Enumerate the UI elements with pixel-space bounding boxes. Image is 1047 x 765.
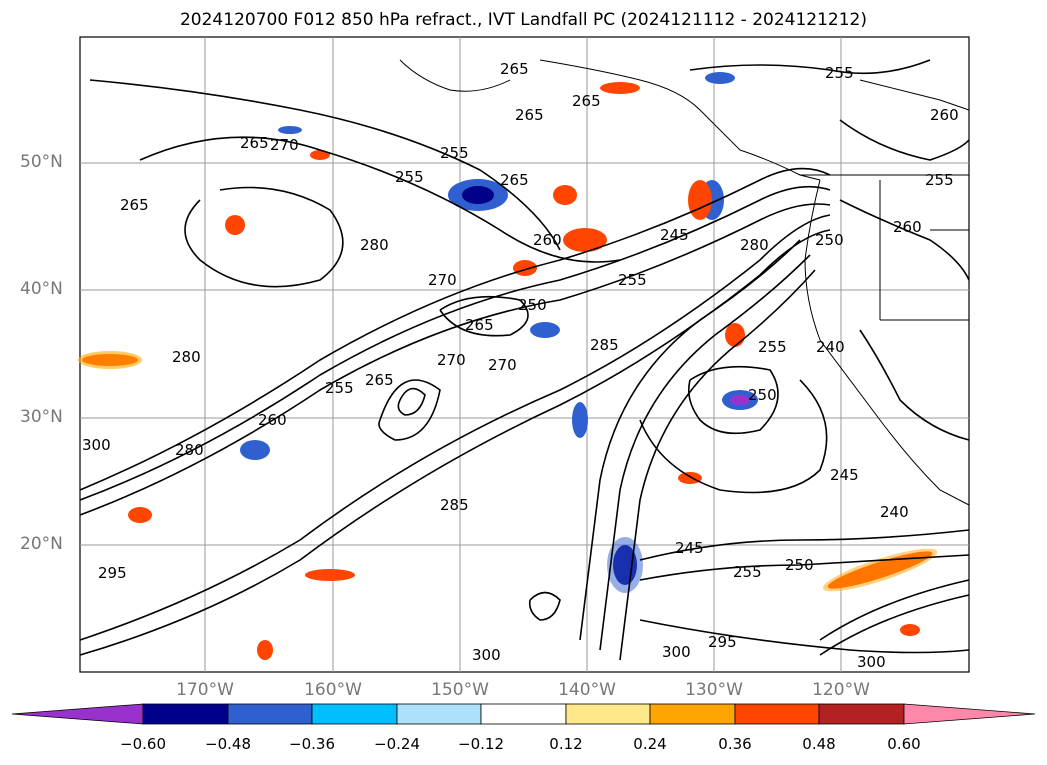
contour-label: 255 (440, 144, 469, 162)
colorbar (11, 703, 1036, 725)
contour-label: 285 (590, 336, 619, 354)
shaded-anomalies (78, 72, 938, 660)
contour-label: 245 (660, 226, 689, 244)
contour-label: 295 (708, 633, 737, 651)
map-title: 2024120700 F012 850 hPa refract., IVT La… (179, 10, 867, 30)
colorbar-tick: −0.60 (120, 735, 166, 753)
contour-label: 300 (662, 643, 691, 661)
lon-label: 140°W (558, 680, 616, 700)
contour-label: 255 (618, 271, 647, 289)
colorbar-bin (227, 703, 313, 725)
contour-label: 295 (98, 564, 127, 582)
contour-label: 250 (748, 386, 777, 404)
contour-label: 270 (428, 271, 457, 289)
contour-label: 255 (325, 379, 354, 397)
contour-label: 255 (925, 171, 954, 189)
colorbar-bin (142, 703, 229, 725)
lat-label: 50°N (20, 152, 63, 172)
contour-label: 260 (533, 231, 562, 249)
contour-label: 255 (733, 563, 762, 581)
colorbar-bin (734, 703, 820, 725)
contour-label: 250 (815, 231, 844, 249)
lat-label: 30°N (20, 407, 63, 427)
colorbar-overflow (903, 703, 1036, 725)
contour-label: 300 (472, 646, 501, 664)
colorbar-bin (480, 703, 567, 725)
contour-label: 270 (488, 356, 517, 374)
contour-label: 240 (816, 338, 845, 356)
lat-label: 20°N (20, 534, 63, 554)
lon-label: 160°W (304, 680, 362, 700)
contour-label: 250 (785, 556, 814, 574)
colorbar-tick: −0.36 (289, 735, 335, 753)
lon-label: 130°W (685, 680, 743, 700)
colorbar-bin (311, 703, 398, 725)
lon-label: 170°W (176, 680, 234, 700)
contour-label: 255 (395, 168, 424, 186)
contour-label: 280 (175, 441, 204, 459)
graticule (80, 37, 969, 672)
colorbar-tick: −0.12 (458, 735, 504, 753)
contour-label: 270 (437, 351, 466, 369)
contour-label: 265 (365, 371, 394, 389)
contour-label: 270 (270, 136, 299, 154)
colorbar-bin (818, 703, 905, 725)
contour-label: 280 (172, 348, 201, 366)
contour-label: 255 (758, 338, 787, 356)
contours (79, 59, 970, 661)
contour-labels: 265 255 265 265 265 255 260 270 255 265 … (82, 60, 959, 671)
colorbar-tick: 0.36 (718, 735, 752, 753)
colorbar-tick: −0.48 (205, 735, 251, 753)
colorbar-bin (396, 703, 482, 725)
contour-label: 265 (500, 60, 529, 78)
contour-label: 280 (360, 236, 389, 254)
contour-label: 240 (880, 503, 909, 521)
contour-label: 260 (893, 218, 922, 236)
colorbar-tick: 0.48 (802, 735, 836, 753)
lat-label: 40°N (20, 279, 63, 299)
colorbar-bin (565, 703, 651, 725)
contour-label: 265 (515, 106, 544, 124)
contour-label: 280 (740, 236, 769, 254)
colorbar-tick: 0.24 (633, 735, 667, 753)
lon-label: 120°W (812, 680, 870, 700)
contour-label: 300 (857, 653, 886, 671)
contour-label: 265 (572, 92, 601, 110)
plot-frame (79, 36, 970, 673)
contour-label: 300 (82, 436, 111, 454)
contour-label: 260 (258, 411, 287, 429)
colorbar-bin (649, 703, 736, 725)
contour-label: 265 (240, 134, 269, 152)
contour-label: 265 (120, 196, 149, 214)
colorbar-underflow (11, 703, 144, 725)
colorbar-tick: 0.60 (887, 735, 921, 753)
contour-label: 285 (440, 496, 469, 514)
contour-label: 250 (518, 296, 547, 314)
contour-label: 265 (465, 316, 494, 334)
contour-label: 265 (500, 171, 529, 189)
contour-label: 245 (830, 466, 859, 484)
colorbar-tick: −0.24 (374, 735, 420, 753)
lon-label: 150°W (431, 680, 489, 700)
contour-label: 255 (825, 64, 854, 82)
contour-label: 260 (930, 106, 959, 124)
colorbar-tick: 0.12 (549, 735, 583, 753)
contour-label: 245 (675, 539, 704, 557)
